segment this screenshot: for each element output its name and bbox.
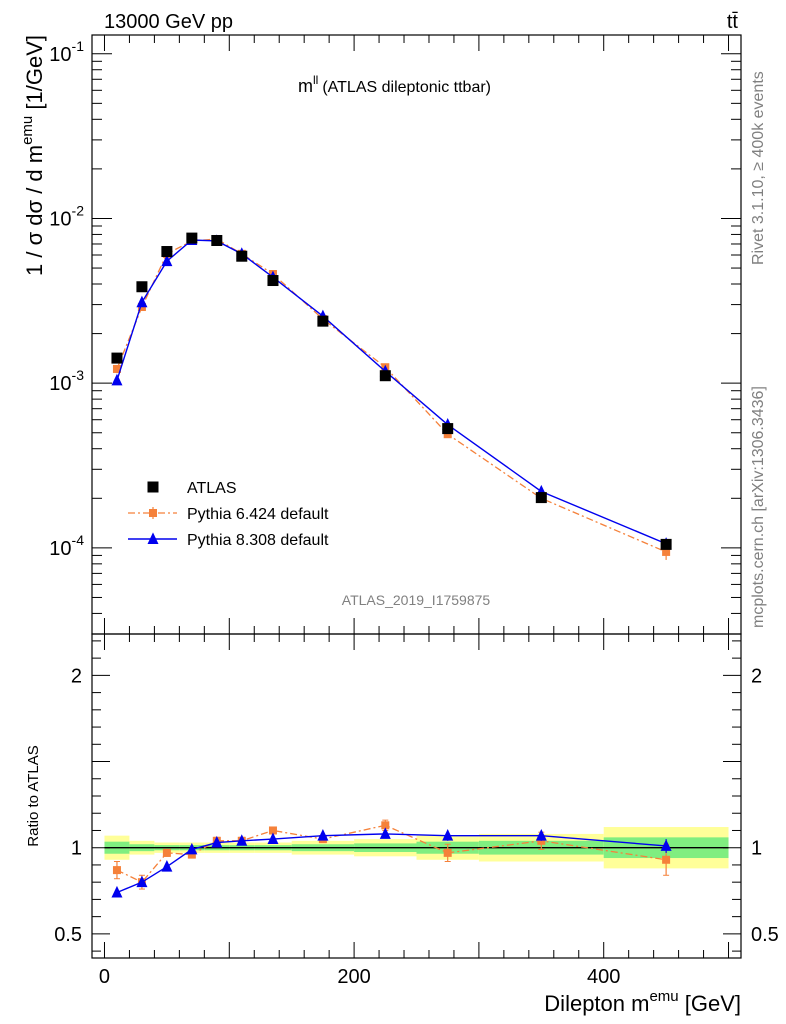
x-tick-label: 0 [99,966,110,988]
y-tick-label-base: 10 [49,373,71,395]
analysis-watermark: ATLAS_2019_I1759875 [342,592,491,608]
series-pythia6-marker [662,547,671,556]
legend-pythia8-marker [147,532,159,544]
ratio-pythia6-marker [662,855,671,864]
x-axis-label-unit: [GeV] [679,991,741,1016]
ratio-pythia6-marker [162,848,171,857]
ratio-pythia8-marker [111,885,123,898]
ratio-pythia8-marker [236,834,248,846]
ratio-y-tick-label: 2 [71,665,82,687]
series-atlas-marker [442,423,454,435]
energy-label: 13000 GeV pp [104,11,233,33]
series-atlas-marker [161,246,173,258]
x-axis-label-sup: emu [649,988,678,1005]
ratio-y-tick-label-right: 2 [751,665,762,687]
x-axis-label: Dilepton memu [GeV] [544,988,741,1016]
ratio-pythia8-marker [186,842,198,855]
y-tick-label: 10-4 [49,532,84,560]
series-atlas-marker [186,232,198,244]
ratio-pythia6-line [116,824,667,883]
y-axis-label-main: 1 / σ dσ / d m [22,145,47,276]
y-tick-label: 10-3 [49,367,84,395]
y-tick-label-base: 10 [49,44,71,66]
plot-title: mll (ATLAS dileptonic ttbar) [298,73,491,96]
series-atlas-marker [660,538,672,550]
series-pythia8-line [116,239,667,545]
x-tick-label: 400 [587,966,620,988]
legend-atlas-marker [147,481,159,493]
series-atlas-marker [136,281,148,293]
series-pythia8-marker [111,373,123,386]
ratio-frame [91,633,742,959]
ratio-y-axis-label: Ratio to ATLAS [25,745,42,846]
ratio-pythia8-marker [136,875,148,888]
series-atlas-marker [317,315,329,327]
y-tick-label-exp: -3 [72,367,85,383]
series-pythia8-marker [136,295,148,308]
plot-title-main: m [298,76,313,96]
y-axis-label: 1 / σ dσ / d memu [1/GeV] [19,35,47,276]
y-tick-label-base: 10 [49,208,71,230]
ratio-pythia6-marker [268,826,277,835]
y-axis-label-sup: emu [19,116,36,145]
ratio-pythia8-marker [442,829,454,841]
ratio-pythia8-marker [379,827,391,839]
series-pythia6-line [116,238,667,553]
ratio-pythia8-marker [211,835,223,848]
ratio-pythia8-marker [267,832,279,845]
legend-label: Pythia 6.424 default [187,506,329,523]
y-tick-label-exp: -4 [72,532,85,548]
process-label: tt̄ [727,11,739,33]
series-pythia6-marker [112,364,121,373]
series-pythia8-marker [161,254,173,267]
ratio-pythia8-marker [535,829,547,841]
y-tick-label: 10-1 [49,38,84,66]
ratio-pythia8-marker [317,829,329,841]
ratio-panel: 0.5 0.5 1 1 2 2 0 200 400 Ratio to ATLAS Dilepton … [25,633,779,1016]
plot-title-rest: (ATLAS dileptonic ttbar) [322,79,491,96]
ratio-pythia8-marker [660,839,672,851]
main-panel: 10-410-310-210-11 / σ dσ / d memu [1/GeV… [19,34,742,635]
series-atlas-marker [379,370,391,382]
series-atlas-marker [111,352,123,364]
ratio-pythia6-marker [112,866,121,875]
y-tick-label-exp: -1 [72,38,85,54]
series-atlas-marker [211,234,223,246]
legend: ATLAS Pythia 6.424 default Pythia 8.308 de… [128,480,329,549]
y-axis-label-unit: [1/GeV] [22,35,47,116]
plot-title-sup: ll [313,73,318,87]
ratio-pythia6-marker [187,850,196,859]
legend-label: Pythia 8.308 default [187,532,329,549]
ratio-y-tick-label-right: 1 [751,838,762,860]
series-pythia6-marker [443,430,452,439]
x-tick-label: 200 [337,966,370,988]
y-tick-label: 10-2 [49,202,84,230]
series-atlas-marker [236,250,248,262]
ratio-y-tick-label-right: 0.5 [751,924,779,946]
rivet-label: Rivet 3.1.10, ≥ 400k events [750,71,767,265]
legend-label: ATLAS [187,480,237,497]
y-tick-label-base: 10 [49,538,71,560]
mcplots-label: mcplots.cern.ch [arXiv:1306.3436] [750,386,767,628]
legend-pythia6-marker [149,509,157,517]
x-axis-label-main: Dilepton m [544,991,649,1016]
ratio-y-tick-label: 0.5 [54,924,82,946]
ratio-pythia6-marker [443,848,452,857]
series-atlas-marker [267,275,279,287]
series-atlas-marker [535,492,547,504]
ratio-pythia6-marker [381,821,390,830]
y-tick-label-exp: -2 [72,202,85,218]
ratio-y-tick-label: 1 [71,838,82,860]
ratio-pythia8-marker [161,860,173,872]
